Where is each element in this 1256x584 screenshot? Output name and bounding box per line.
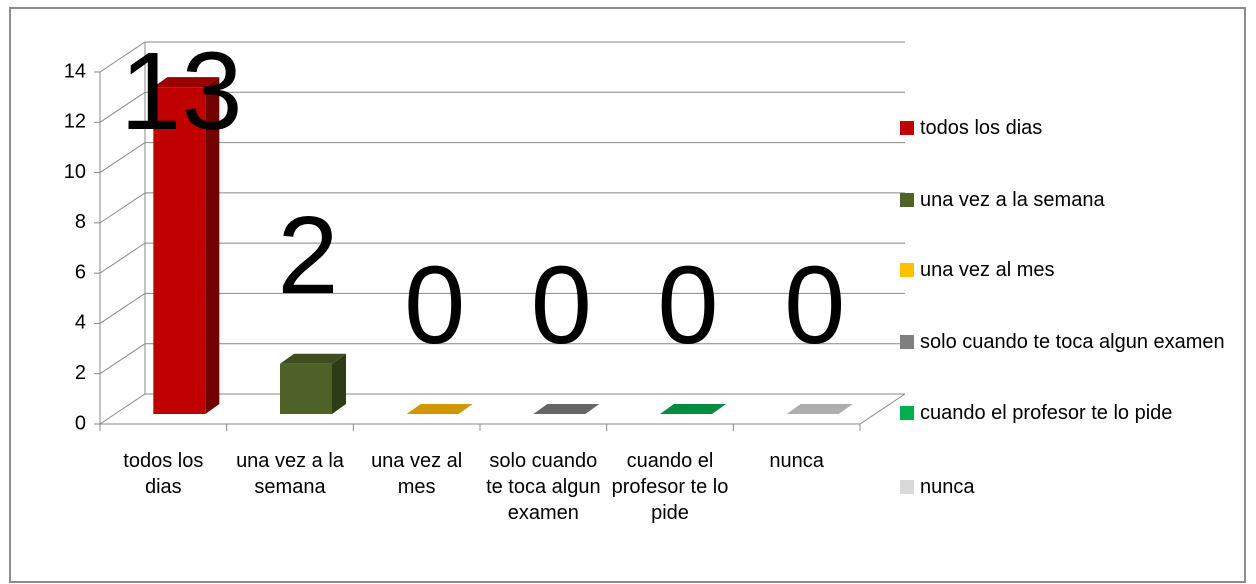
bar-top xyxy=(153,77,220,88)
grid-line xyxy=(99,192,146,224)
legend-label: cuando el profesor te lo pide xyxy=(920,402,1173,424)
x-tick-label: todos los dias xyxy=(123,450,204,498)
bar xyxy=(153,87,206,415)
floor-right xyxy=(859,393,906,425)
y-tick-label: 4 xyxy=(75,312,86,334)
legend-item: cuando el profesor te lo pide xyxy=(900,398,1230,428)
x-tick-label: una vez a la semana xyxy=(236,450,344,498)
bar-top xyxy=(280,353,346,364)
legend-item: una vez a la semana xyxy=(900,185,1230,215)
legend-swatch xyxy=(900,335,914,349)
bar-side xyxy=(332,353,346,414)
bar-top xyxy=(660,404,726,414)
grid-line xyxy=(99,242,146,274)
bar-side xyxy=(205,77,220,415)
grid-line xyxy=(99,293,146,324)
legend-label: una vez al mes xyxy=(920,259,1055,281)
bar-top xyxy=(786,404,853,414)
data-label: 0 xyxy=(784,244,845,367)
bar-top xyxy=(406,404,473,414)
x-tick-label: una vez al mes xyxy=(371,450,463,498)
legend-swatch xyxy=(900,406,914,420)
legend-item: nunca xyxy=(900,472,1230,502)
legend-swatch xyxy=(900,480,914,494)
data-label: 0 xyxy=(657,244,718,367)
legend-label: nunca xyxy=(920,476,975,498)
y-tick-label: 12 xyxy=(64,111,86,133)
legend-label: solo cuando te toca algun examen xyxy=(920,331,1225,353)
legend-label: todos los dias xyxy=(920,117,1043,139)
grid-line xyxy=(99,142,146,173)
y-tick-label: 14 xyxy=(64,60,86,82)
x-tick-label: cuando el profesor te lo pide xyxy=(611,450,729,524)
y-tick-label: 10 xyxy=(64,161,86,183)
grid-line xyxy=(99,41,146,73)
legend-swatch xyxy=(900,263,914,277)
legend-swatch xyxy=(900,193,914,207)
y-tick-label: 2 xyxy=(75,362,86,384)
data-label: 13 xyxy=(120,30,242,153)
grid-line xyxy=(99,343,146,375)
y-tick-label: 8 xyxy=(75,211,86,233)
data-label: 0 xyxy=(531,244,592,367)
y-tick-label: 0 xyxy=(75,412,86,434)
grid-line xyxy=(99,393,146,425)
legend-swatch xyxy=(900,121,914,135)
legend-item: todos los dias xyxy=(900,113,1230,143)
y-tick-label: 6 xyxy=(75,261,86,283)
bar-top xyxy=(533,404,600,414)
legend-item: solo cuando te toca algun examen xyxy=(900,327,1230,357)
data-label: 2 xyxy=(277,194,338,317)
data-label: 0 xyxy=(404,244,465,367)
grid-line xyxy=(99,91,146,123)
legend-label: una vez a la semana xyxy=(920,189,1105,211)
legend-item: una vez al mes xyxy=(900,255,1230,285)
bar xyxy=(280,363,332,414)
x-tick-label: nunca xyxy=(769,450,824,472)
x-tick-label: solo cuando te toca algun examen xyxy=(486,450,601,524)
